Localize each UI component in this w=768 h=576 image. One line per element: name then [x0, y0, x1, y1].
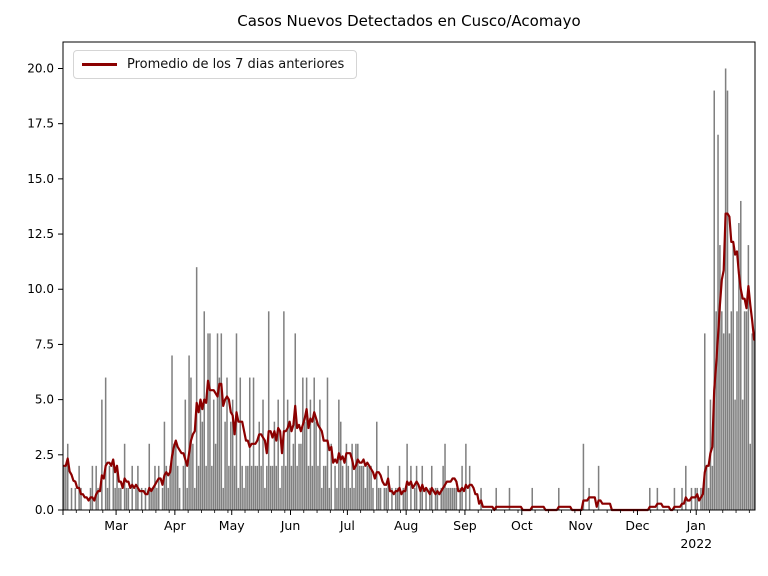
x-tick-label: Sep: [453, 518, 477, 533]
legend-line-swatch: [82, 63, 117, 66]
legend: Promedio de los 7 dias anteriores: [73, 50, 358, 79]
x-year-label: 2022: [680, 536, 712, 551]
y-axis: 0.0 2.5 5.0 7.5 10.0 12.5 15.0 17.5 20.0: [27, 61, 63, 517]
x-tick-label: Dec: [625, 518, 649, 533]
x-tick-label: Aug: [394, 518, 418, 533]
x-tick-label: Apr: [164, 518, 186, 533]
x-tick-label: Oct: [511, 518, 533, 533]
legend-label: Promedio de los 7 dias anteriores: [127, 57, 345, 72]
x-tick-label: Jul: [339, 518, 355, 533]
x-tick-label: Nov: [568, 518, 593, 533]
y-tick-label: 17.5: [27, 117, 54, 131]
x-tick-label: Jun: [280, 518, 301, 533]
y-tick-label: 5.0: [35, 393, 54, 407]
y-tick-label: 0.0: [35, 503, 54, 517]
y-tick-label: 20.0: [27, 61, 54, 75]
y-tick-label: 12.5: [27, 227, 54, 241]
y-tick-label: 10.0: [27, 282, 54, 296]
y-tick-label: 15.0: [27, 172, 54, 186]
axes-box: [62, 41, 756, 511]
chart-title: Casos Nuevos Detectados en Cusco/Acomayo: [237, 12, 581, 30]
y-tick-label: 2.5: [35, 448, 54, 462]
y-tick-label: 7.5: [35, 337, 54, 351]
daily-cases-bars: [63, 68, 755, 511]
rolling-average-line: [62, 212, 756, 512]
x-axis: Mar Apr May Jun Jul Aug Sep Oct Nov Dec Jan 2022: [62, 510, 750, 551]
x-tick-label: May: [219, 518, 245, 533]
x-tick-label: Jan: [686, 518, 706, 533]
x-tick-label: Mar: [104, 518, 128, 533]
